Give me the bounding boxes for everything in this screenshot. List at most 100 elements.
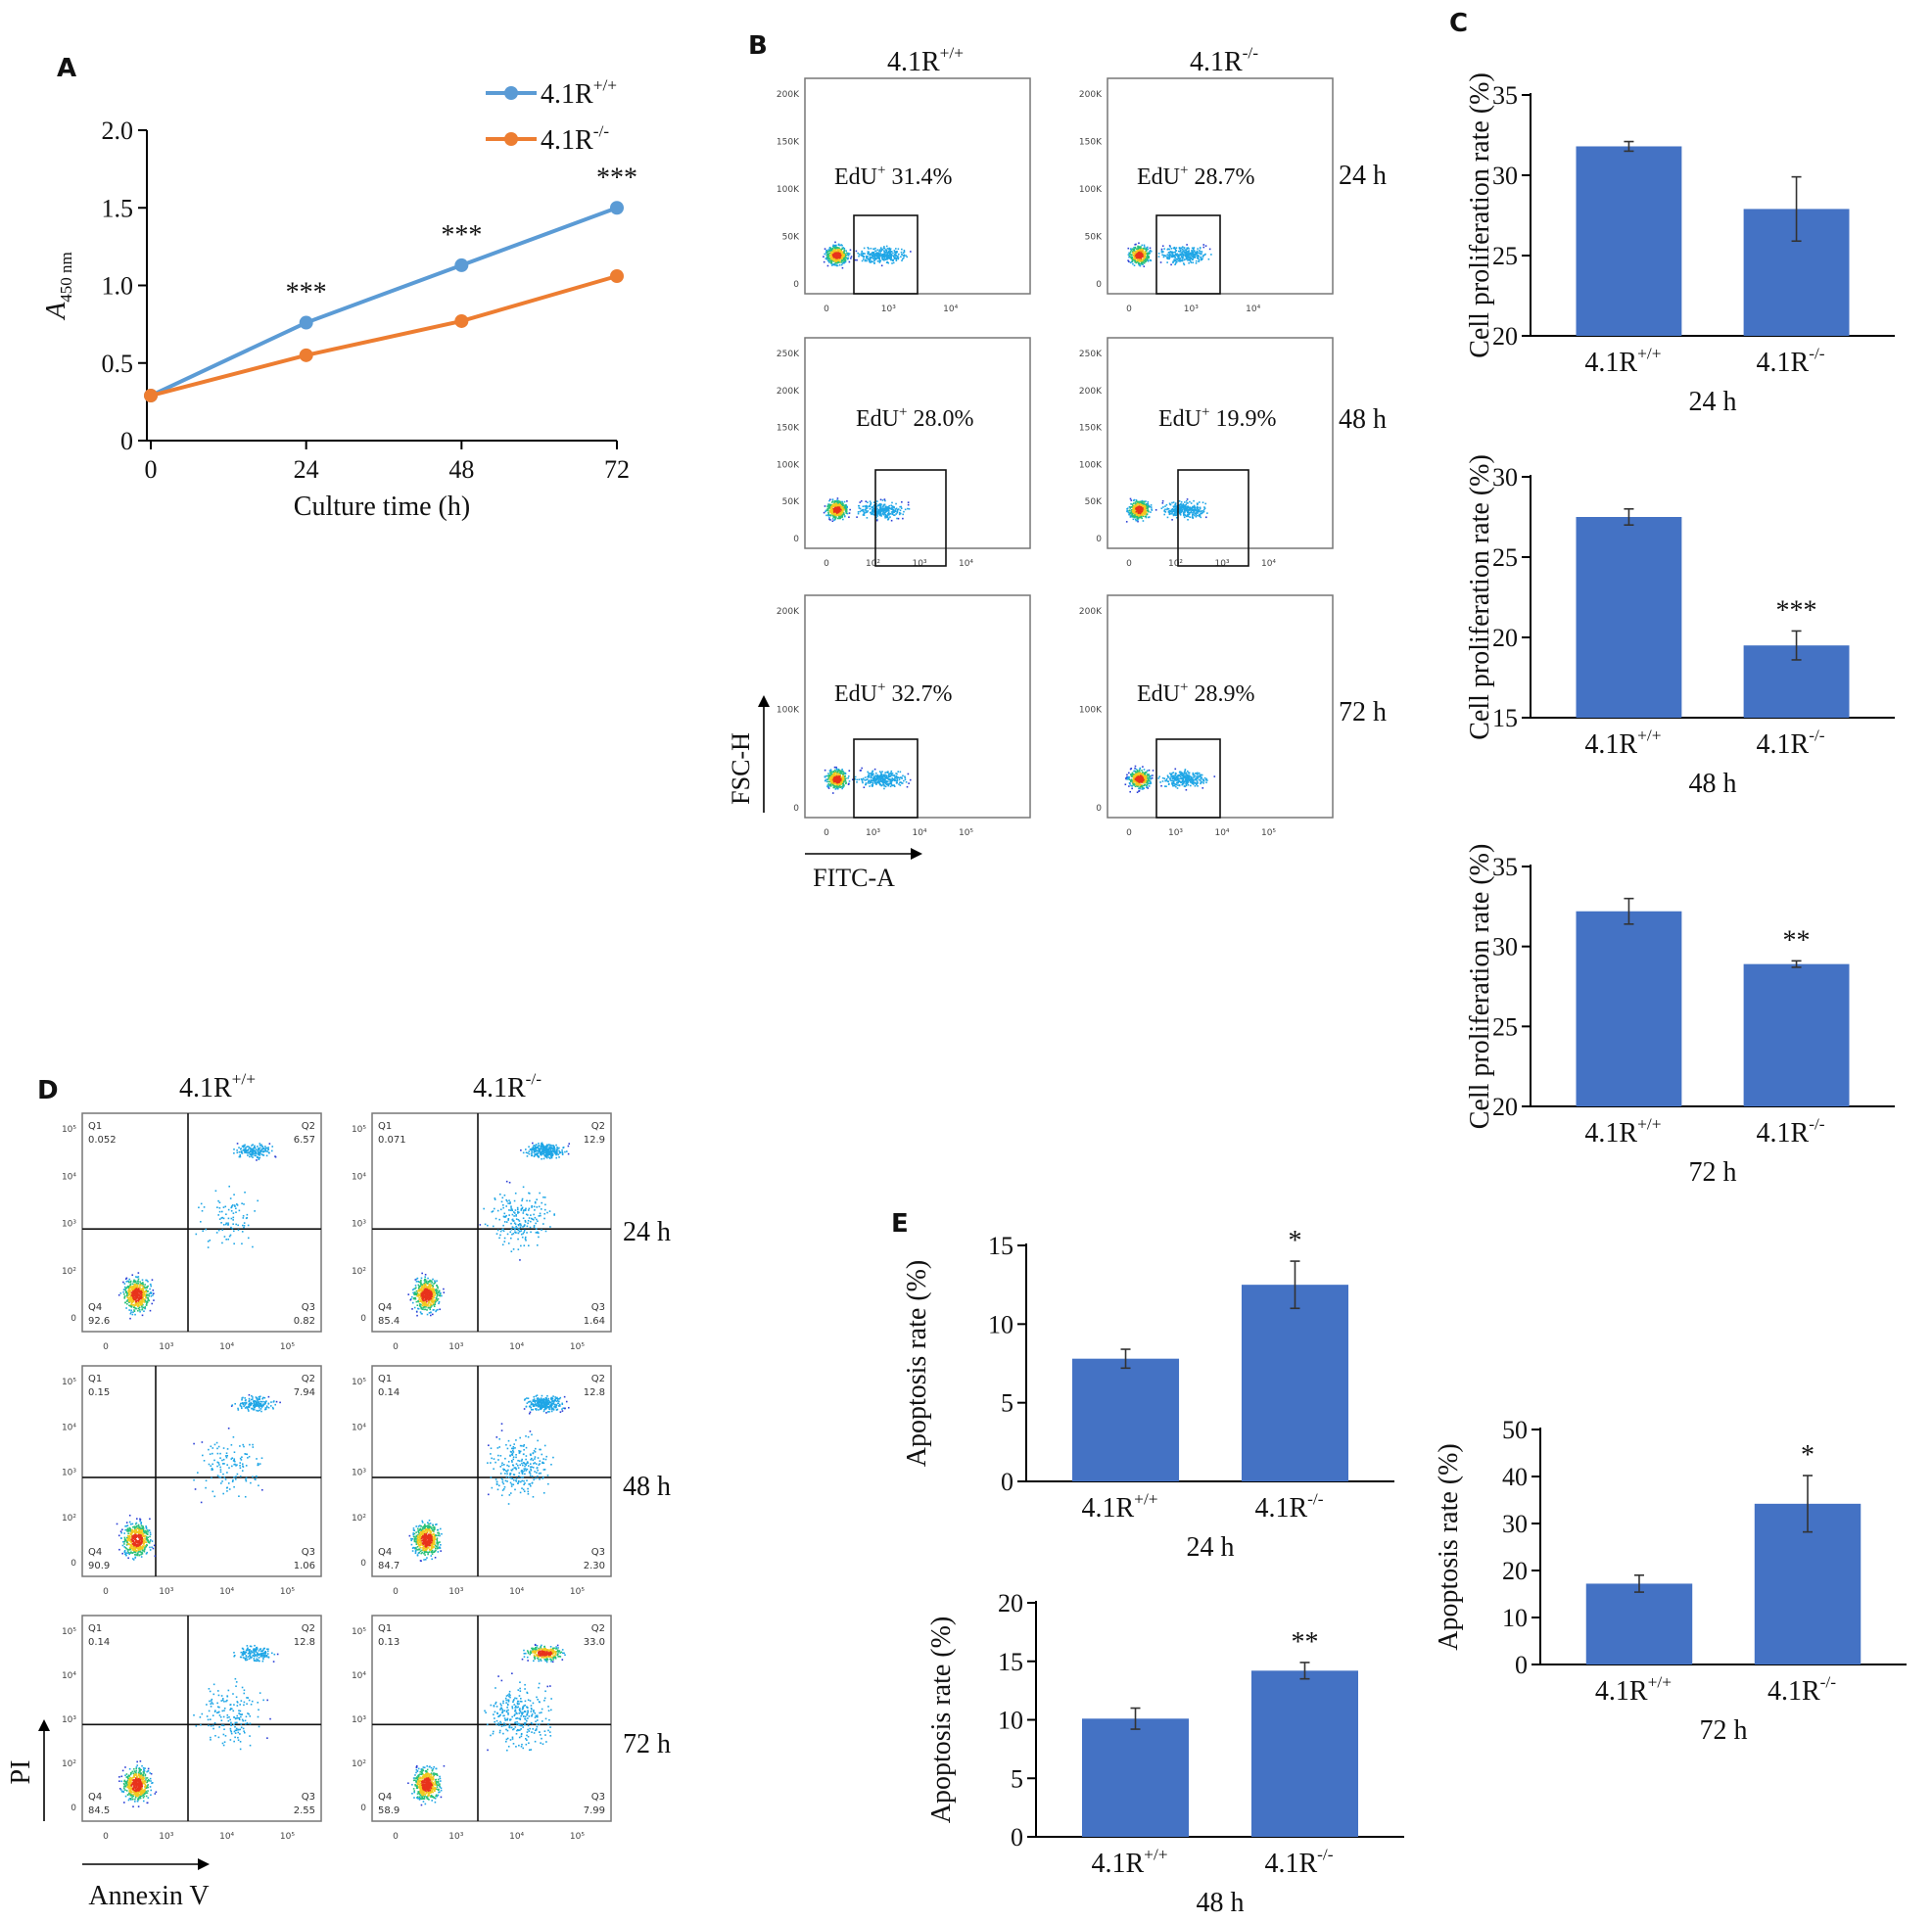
event-dot <box>1168 777 1171 780</box>
event-dot <box>891 258 893 261</box>
flow-tick-label: 0 <box>1126 559 1132 569</box>
event-dot <box>875 772 877 774</box>
event-dot <box>900 507 903 509</box>
event-dot <box>1133 775 1135 778</box>
event-dot <box>830 505 832 507</box>
event-dot <box>894 777 897 779</box>
event-dot <box>1186 782 1189 785</box>
event-dot <box>1183 513 1185 516</box>
event-dot <box>826 774 829 777</box>
flow-tick-label: 10³ <box>912 559 926 569</box>
event-dot <box>869 782 871 784</box>
event-dot <box>1192 773 1195 775</box>
event-dot <box>1188 777 1190 779</box>
event-dot <box>897 258 900 260</box>
event-dot <box>865 782 868 784</box>
event-dot <box>1128 260 1130 263</box>
event-dot <box>888 254 891 256</box>
event-dot <box>1175 250 1178 252</box>
event-dot <box>1186 775 1189 778</box>
event-dot <box>1167 775 1170 778</box>
event-dot <box>845 250 848 253</box>
event-dot <box>1196 782 1199 785</box>
event-dot <box>1172 513 1174 515</box>
flow-tick-label: 0 <box>1126 305 1132 314</box>
event-dot <box>894 251 897 253</box>
event-dot <box>1137 779 1140 782</box>
event-dot <box>129 1281 132 1284</box>
event-dot <box>1196 251 1199 253</box>
flow-tick-label: 0 <box>793 804 799 814</box>
event-dot <box>132 1297 135 1299</box>
flow-tick-label: 150K <box>777 424 800 434</box>
event-dot <box>888 247 891 250</box>
event-dot <box>138 1291 141 1293</box>
event-dot <box>1170 510 1172 512</box>
gate-box <box>1155 738 1221 819</box>
event-dot <box>883 503 886 506</box>
event-dot <box>867 771 870 773</box>
event-dot <box>887 783 890 785</box>
event-dot <box>1150 774 1153 777</box>
event-dot <box>1141 505 1144 508</box>
event-dot <box>831 498 834 500</box>
event-dot <box>1129 251 1132 254</box>
event-dot <box>1132 504 1134 507</box>
event-dot <box>891 501 893 504</box>
event-dot <box>888 773 890 775</box>
event-dot <box>1139 264 1142 267</box>
event-dot <box>847 257 850 259</box>
event-dot <box>828 250 830 253</box>
event-dot <box>830 255 833 258</box>
event-dot <box>1170 775 1172 778</box>
event-dot <box>1154 509 1157 511</box>
event-dot <box>837 507 839 510</box>
event-dot <box>1147 248 1150 251</box>
event-dot <box>883 256 886 258</box>
event-dot <box>883 775 885 777</box>
event-dot <box>900 251 903 254</box>
event-dot <box>1131 773 1133 775</box>
event-dot <box>139 1303 142 1305</box>
event-dot <box>1183 775 1186 777</box>
event-dot <box>1141 255 1143 257</box>
event-dot <box>1200 516 1202 519</box>
event-dot <box>835 264 838 267</box>
event-dot <box>1179 251 1182 253</box>
event-dot <box>875 507 878 510</box>
event-dot <box>828 254 831 257</box>
event-dot <box>1134 260 1137 263</box>
event-dot <box>843 500 846 503</box>
gate-box <box>1155 214 1221 295</box>
event-dot <box>1191 253 1194 256</box>
event-dot <box>872 508 874 511</box>
event-dot <box>865 509 868 512</box>
event-dot <box>141 1279 144 1282</box>
event-dot <box>1201 253 1202 255</box>
event-dot <box>833 252 836 255</box>
event-dot <box>883 512 886 514</box>
flow-tick-label: 150K <box>1079 138 1103 148</box>
event-dot <box>839 508 841 511</box>
event-dot <box>1191 506 1194 509</box>
event-dot <box>1188 778 1191 781</box>
event-dot <box>880 773 883 775</box>
event-dot <box>1183 516 1186 519</box>
event-dot <box>831 245 834 248</box>
event-dot <box>1147 509 1150 512</box>
event-dot <box>1164 505 1166 507</box>
panel-label-d: D <box>37 1076 59 1105</box>
event-dot <box>829 772 832 773</box>
event-dot <box>881 775 884 778</box>
event-dot <box>843 253 846 255</box>
bar <box>1072 1358 1180 1481</box>
event-dot <box>1147 781 1149 783</box>
event-dot <box>837 513 839 516</box>
flow-tick-label: 10³ <box>1168 828 1183 838</box>
event-dot <box>1132 781 1135 783</box>
event-dot <box>1139 779 1141 782</box>
event-dot <box>1135 511 1137 513</box>
event-dot <box>1199 774 1202 777</box>
event-dot <box>828 770 831 773</box>
event-dot <box>830 782 832 785</box>
